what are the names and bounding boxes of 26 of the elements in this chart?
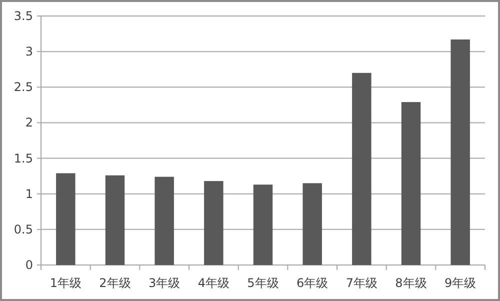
x-tick-label: 8年级 — [395, 276, 427, 290]
x-tick-label: 5年级 — [247, 276, 279, 290]
x-tick-label: 7年级 — [346, 276, 378, 290]
y-tick-label: 2 — [25, 116, 33, 130]
y-tick-label: 0.5 — [14, 222, 33, 236]
bar — [302, 183, 322, 265]
bar — [105, 175, 125, 265]
y-tick-label: 3.5 — [14, 9, 33, 23]
bar — [401, 102, 421, 265]
x-tick-label: 3年级 — [148, 276, 180, 290]
y-tick-label: 3 — [25, 44, 33, 59]
y-tick-label: 2.5 — [14, 80, 33, 94]
y-tick-label: 0 — [25, 258, 33, 272]
x-tick-label: 9年级 — [444, 276, 476, 290]
x-tick-label: 4年级 — [198, 276, 230, 290]
bar — [154, 176, 174, 265]
bar — [253, 184, 273, 265]
bar — [352, 72, 372, 265]
bar — [204, 181, 224, 265]
x-tick-label: 2年级 — [99, 276, 131, 290]
x-tick-label: 6年级 — [296, 276, 328, 290]
y-tick-label: 1.5 — [14, 151, 33, 166]
y-tick-label: 1 — [25, 186, 33, 201]
x-tick-label: 1年级 — [50, 276, 82, 290]
bar — [450, 39, 470, 265]
bar — [56, 173, 76, 265]
